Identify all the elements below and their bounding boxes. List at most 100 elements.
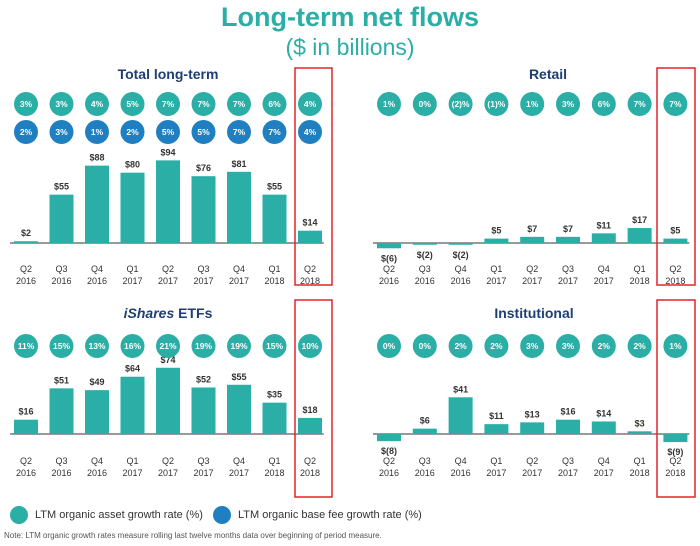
chart-2-tick-label-quarter: Q2	[383, 264, 395, 274]
footnote: Note: LTM organic growth rates measure r…	[4, 531, 382, 540]
chart-4-asset-growth-label: 2%	[633, 341, 646, 351]
chart-4-asset-growth-label: 3%	[526, 341, 539, 351]
chart-2-data-label: $7	[563, 224, 573, 234]
chart-4-tick-label-quarter: Q1	[634, 456, 646, 466]
chart-4-bar	[484, 424, 509, 434]
chart-1-bar	[227, 171, 251, 243]
chart-3-asset-growth-badge	[49, 334, 74, 358]
chart-3-asset-growth-label: 11%	[18, 341, 35, 351]
chart-2-tick-label-year: 2017	[486, 276, 506, 286]
chart-4-tick-label-quarter: Q1	[490, 456, 502, 466]
chart-1-base-fee-growth-label: 2%	[126, 127, 139, 137]
chart-2-tick-label-quarter: Q3	[562, 264, 574, 274]
chart-4-bar	[591, 421, 616, 434]
chart-2-asset-growth-badge	[627, 92, 652, 116]
chart-3-title: iShares ETFs	[124, 305, 213, 321]
chart-3-tick-label-year: 2016	[51, 468, 71, 478]
chart-2-bar	[556, 236, 580, 243]
chart-4-tick-label-year: 2017	[486, 468, 506, 478]
chart-2-asset-growth-badge	[520, 92, 545, 116]
chart-1-base-fee-growth-badge	[262, 120, 287, 144]
chart-1-base-fee-growth-badge	[191, 120, 216, 144]
chart-4-tick-label-year: 2016	[451, 468, 471, 478]
chart-2-bar	[412, 243, 437, 245]
chart-1-tick-label-year: 2016	[16, 276, 36, 286]
chart-1-asset-growth-label: 7%	[197, 99, 210, 109]
chart-2-asset-growth-label: 7%	[669, 99, 682, 109]
chart-4-asset-growth-badge	[412, 334, 437, 358]
chart-2-asset-growth-label: 1%	[383, 99, 396, 109]
chart-3-tick-label-year: 2016	[16, 468, 36, 478]
chart-3-tick-label-year: 2018	[264, 468, 284, 478]
legend-swatch-blue	[213, 506, 231, 524]
chart-2-asset-growth-badge	[484, 92, 509, 116]
chart-1-tick-label-quarter: Q4	[91, 264, 103, 274]
chart-1-data-label: $94	[160, 147, 175, 157]
chart-2-bar	[377, 243, 401, 249]
chart-2-asset-growth-label: 0%	[419, 99, 432, 109]
chart-1-asset-growth-badge	[262, 92, 287, 116]
chart-2-asset-growth-badge	[412, 92, 437, 116]
chart-1-bar	[14, 241, 38, 243]
chart-1-tick-label-year: 2017	[193, 276, 213, 286]
chart-2-tick-label-year: 2016	[451, 276, 471, 286]
chart-1-tick-label-year: 2016	[87, 276, 107, 286]
chart-1-asset-growth-badge	[14, 92, 38, 116]
page-title: Long-term net flows	[221, 2, 479, 32]
chart-4-tick-label-quarter: Q2	[526, 456, 538, 466]
chart-4-data-label: $6	[420, 416, 430, 426]
chart-1-base-fee-growth-label: 3%	[55, 127, 68, 137]
chart-1-tick-label-year: 2017	[122, 276, 142, 286]
chart-3-data-label: $52	[196, 374, 211, 384]
chart-1-asset-growth-badge	[298, 92, 322, 116]
chart-3-tick-label-year: 2017	[229, 468, 249, 478]
chart-2-asset-growth-label: 6%	[598, 99, 611, 109]
chart-2-asset-growth-label: (1)%	[487, 99, 505, 109]
chart-3-tick-label-year: 2017	[158, 468, 178, 478]
chart-2-asset-growth-label: 7%	[633, 99, 646, 109]
chart-4-tick-label-year: 2016	[415, 468, 435, 478]
chart-3-asset-growth-label: 19%	[230, 341, 247, 351]
chart-3-tick-label-quarter: Q2	[304, 456, 316, 466]
chart-2-tick-label-quarter: Q4	[455, 264, 467, 274]
chart-1-asset-growth-badge	[49, 92, 74, 116]
chart-1-title: Total long-term	[118, 66, 219, 82]
chart-4-data-label: $16	[560, 407, 575, 417]
chart-1-bar	[262, 194, 287, 243]
chart-2-data-label: $(6)	[381, 253, 397, 263]
chart-3-bar	[262, 402, 287, 434]
chart-2-tick-label-year: 2018	[630, 276, 650, 286]
chart-1-highlight-box	[294, 67, 333, 286]
chart-2-bar	[663, 238, 688, 243]
chart-3-tick-label-quarter: Q4	[91, 456, 103, 466]
chart-1-asset-growth-badge	[191, 92, 216, 116]
chart-3-asset-growth-label: 21%	[159, 341, 176, 351]
chart-1-bar	[49, 194, 74, 243]
chart-4-data-label: $13	[525, 409, 540, 419]
chart-3-asset-growth-label: 10%	[301, 341, 318, 351]
chart-3-bar	[156, 367, 180, 434]
chart-1-asset-growth-label: 7%	[162, 99, 175, 109]
chart-3-data-label: $55	[231, 372, 246, 382]
chart-4-tick-label-year: 2017	[594, 468, 614, 478]
chart-4-asset-growth-label: 0%	[419, 341, 432, 351]
chart-2-tick-label-year: 2017	[594, 276, 614, 286]
chart-2-asset-growth-badge	[448, 92, 473, 116]
legend-label-asset-growth: LTM organic asset growth rate (%)	[35, 509, 203, 521]
chart-3-asset-growth-label: 13%	[88, 341, 105, 351]
chart-4-bar	[627, 431, 652, 434]
chart-1-tick-label-quarter: Q1	[126, 264, 138, 274]
chart-2-tick-label-year: 2017	[558, 276, 578, 286]
chart-4-tick-label-year: 2018	[630, 468, 650, 478]
chart-4-asset-growth-badge	[520, 334, 545, 358]
chart-3-bar	[227, 384, 251, 434]
chart-1-data-label: $55	[267, 182, 282, 192]
chart-3-bar	[49, 388, 74, 434]
chart-3-asset-growth-badge	[227, 334, 251, 358]
chart-3-tick-label-quarter: Q1	[126, 456, 138, 466]
chart-1-base-fee-growth-badge	[298, 120, 322, 144]
chart-2-asset-growth-badge	[663, 92, 688, 116]
chart-1-base-fee-growth-badge	[227, 120, 251, 144]
chart-3-tick-label-year: 2018	[300, 468, 320, 478]
